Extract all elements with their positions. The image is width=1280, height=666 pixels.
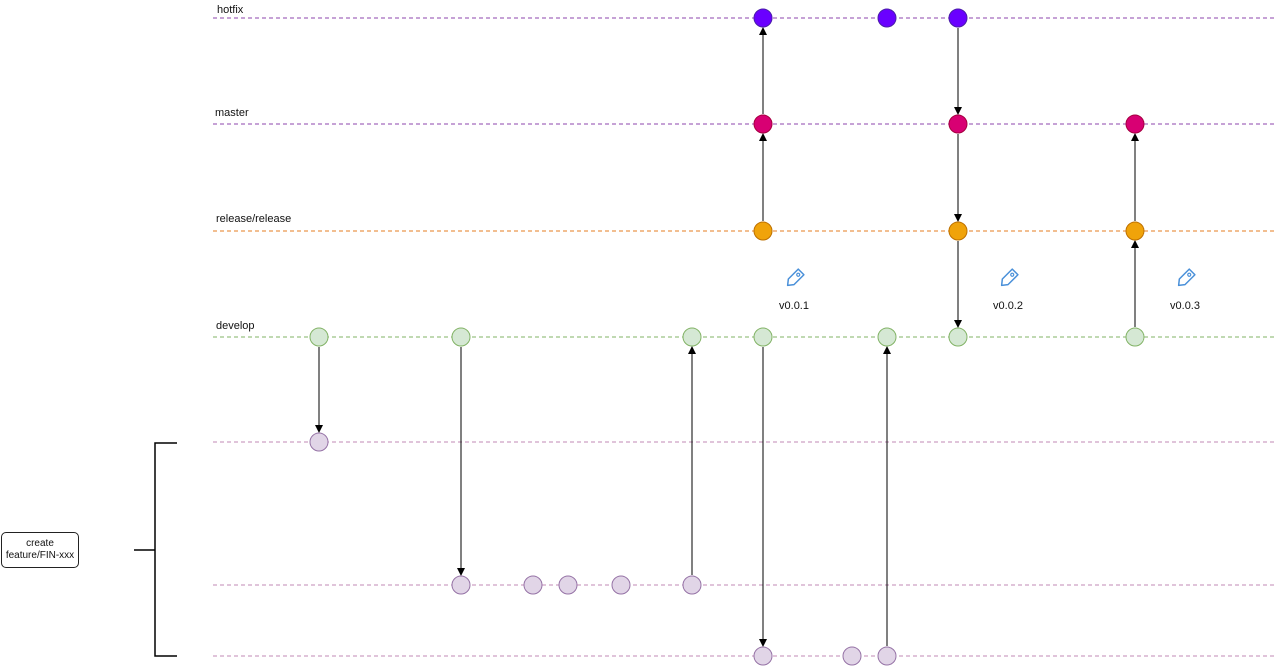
release-commit bbox=[948, 221, 968, 241]
master-commit bbox=[753, 114, 773, 134]
develop-commit bbox=[753, 327, 773, 347]
create-feature-note: create feature/FIN-xxx bbox=[1, 532, 79, 568]
tag-icon bbox=[786, 268, 805, 287]
develop-commit bbox=[682, 327, 702, 347]
lane-label-master: master bbox=[215, 107, 249, 119]
connectors bbox=[315, 27, 1139, 647]
version-tag-3 bbox=[1177, 268, 1196, 287]
note-line-2: feature/FIN-xxx bbox=[5, 550, 75, 561]
develop-commit bbox=[948, 327, 968, 347]
lane-label-hotfix: hotfix bbox=[217, 4, 244, 16]
version-tag-1 bbox=[786, 268, 805, 287]
tag-icon bbox=[1177, 268, 1196, 287]
release-commit bbox=[1125, 221, 1145, 241]
feature-commits bbox=[309, 432, 897, 666]
hotfix-commit bbox=[948, 8, 968, 28]
release-commits bbox=[753, 221, 1145, 241]
feature-commit bbox=[682, 575, 702, 595]
feature-bracket bbox=[134, 442, 177, 657]
version-label: v0.0.3 bbox=[1170, 300, 1200, 312]
develop-commit bbox=[309, 327, 329, 347]
develop-commit bbox=[1125, 327, 1145, 347]
lane-lines bbox=[213, 17, 1276, 657]
hotfix-commit bbox=[753, 8, 773, 28]
feature-commit bbox=[558, 575, 578, 595]
feature-commit bbox=[451, 575, 471, 595]
lane-label-develop: develop bbox=[216, 320, 255, 332]
version-label: v0.0.1 bbox=[779, 300, 809, 312]
master-commits bbox=[753, 114, 1145, 134]
develop-commit bbox=[877, 327, 897, 347]
master-commit bbox=[1125, 114, 1145, 134]
feature-commit bbox=[753, 646, 773, 666]
feature-commit bbox=[611, 575, 631, 595]
lane-label-release: release/release bbox=[216, 213, 291, 225]
feature-commit bbox=[842, 646, 862, 666]
tag-icon bbox=[1000, 268, 1019, 287]
version-tag-2 bbox=[1000, 268, 1019, 287]
master-commit bbox=[948, 114, 968, 134]
develop-commits bbox=[309, 327, 1145, 347]
feature-commit bbox=[523, 575, 543, 595]
develop-commit bbox=[451, 327, 471, 347]
note-line-1: create bbox=[26, 538, 54, 549]
version-label: v0.0.2 bbox=[993, 300, 1023, 312]
feature-commit bbox=[877, 646, 897, 666]
hotfix-commit bbox=[877, 8, 897, 28]
release-commit bbox=[753, 221, 773, 241]
hotfix-commits bbox=[753, 8, 968, 28]
feature-commit bbox=[309, 432, 329, 452]
